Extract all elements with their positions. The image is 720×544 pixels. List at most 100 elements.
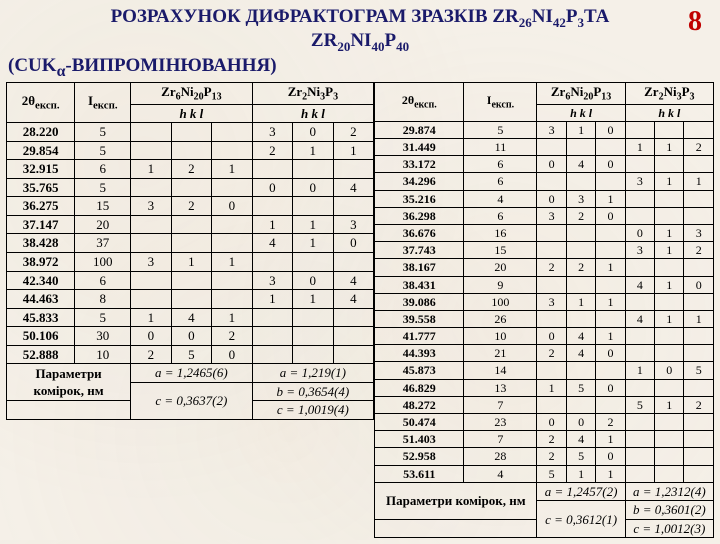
cell-hkl: 1 [596,293,625,310]
cell-hkl: 1 [655,173,684,190]
cell-hkl: 3 [131,253,172,272]
cell-2theta: 37.743 [375,242,464,259]
cell-hkl [655,207,684,224]
cell-hkl: 1 [596,259,625,276]
table-row: 51.4037241 [375,431,714,448]
cell-2theta: 35.216 [375,190,464,207]
cell-hkl: 0 [596,379,625,396]
table-row: 42.3406304 [7,271,374,290]
cell-2theta: 39.558 [375,310,464,327]
cell-intensity: 23 [464,414,537,431]
cell-intensity: 4 [464,465,537,482]
cell-hkl [537,224,566,241]
cell-hkl [171,271,212,290]
table-row: 36.67616013 [375,224,714,241]
cell-hkl [625,207,654,224]
right-table-container: 2θексп. Iексп. Zr6Ni20P13 Zr2Ni3P3 h k l… [374,82,714,539]
cell-hkl [293,308,333,327]
phase2-header: Zr2Ni3P3 [252,82,374,104]
cell-hkl [684,379,714,396]
cell-hkl [684,121,714,138]
cell-hkl [625,379,654,396]
cell-hkl [625,156,654,173]
cell-hkl [625,259,654,276]
cell-intensity: 21 [464,345,537,362]
left-table-container: 2θексп. Iексп. Zr6Ni20P13 Zr2Ni3P3 h k l… [6,82,374,539]
cell-hkl: 0 [212,197,253,216]
table-row: 38.4319410 [375,276,714,293]
cell-hkl [293,253,333,272]
table-row: 38.16720221 [375,259,714,276]
cell-hkl: 3 [333,215,374,234]
cell-hkl [566,224,595,241]
cell-hkl: 2 [131,345,172,364]
cell-hkl: 1 [293,234,333,253]
col-intensity-r: Iексп. [464,82,537,121]
cell-intensity: 5 [75,123,131,142]
cell-hkl: 2 [252,141,292,160]
cell-hkl [596,396,625,413]
cell-hkl: 4 [566,328,595,345]
cell-hkl: 1 [252,215,292,234]
cell-hkl [566,396,595,413]
cell-hkl [596,276,625,293]
cell-hkl [333,345,374,364]
cell-hkl [212,234,253,253]
cell-hkl [566,310,595,327]
cell-hkl [655,414,684,431]
cell-hkl: 4 [625,276,654,293]
table-row: 31.44911112 [375,139,714,156]
cell-2theta: 32.915 [7,160,75,179]
cell-intensity: 5 [75,178,131,197]
cell-intensity: 6 [464,207,537,224]
cell-hkl: 0 [537,328,566,345]
cell-hkl: 1 [293,290,333,309]
table-row: 36.2986320 [375,207,714,224]
cell-hkl [171,123,212,142]
hkl-header-1: h k l [131,104,253,123]
cell-2theta: 36.275 [7,197,75,216]
cell-intensity: 6 [75,160,131,179]
right-table: 2θексп. Iексп. Zr6Ni20P13 Zr2Ni3P3 h k l… [374,82,714,539]
cell-hkl [537,276,566,293]
cell-hkl [655,190,684,207]
cell-2theta: 28.220 [7,123,75,142]
cell-hkl: 3 [131,197,172,216]
cell-hkl: 2 [537,448,566,465]
c-right: c = 0,3612(1) [537,501,625,538]
cell-hkl [625,465,654,482]
cell-intensity: 30 [75,327,131,346]
cell-hkl: 3 [566,190,595,207]
cell-hkl [655,328,684,345]
cell-intensity: 6 [464,156,537,173]
cell-hkl: 1 [596,431,625,448]
cell-hkl [684,190,714,207]
cell-hkl [537,362,566,379]
cell-hkl: 4 [252,234,292,253]
cell-2theta: 50.106 [7,327,75,346]
cell-hkl [655,465,684,482]
cell-intensity: 15 [464,242,537,259]
cell-2theta: 37.147 [7,215,75,234]
cell-intensity: 8 [75,290,131,309]
cell-intensity: 6 [75,271,131,290]
cell-hkl [537,310,566,327]
cell-hkl: 0 [596,121,625,138]
cell-hkl [655,121,684,138]
cell-hkl: 5 [171,345,212,364]
cell-hkl [566,362,595,379]
params-label-right: Параметри комірок, нм [375,482,537,519]
cell-hkl: 1 [212,160,253,179]
cell-intensity: 7 [464,396,537,413]
table-row: 37.14720113 [7,215,374,234]
cell-intensity: 20 [75,215,131,234]
cell-hkl: 3 [252,123,292,142]
cell-hkl: 0 [293,123,333,142]
cell-hkl: 4 [333,178,374,197]
cell-hkl: 0 [171,327,212,346]
cell-2theta: 39.086 [375,293,464,310]
table-row: 38.972100311 [7,253,374,272]
cell-intensity: 15 [75,197,131,216]
cell-2theta: 38.972 [7,253,75,272]
cell-2theta: 35.765 [7,178,75,197]
